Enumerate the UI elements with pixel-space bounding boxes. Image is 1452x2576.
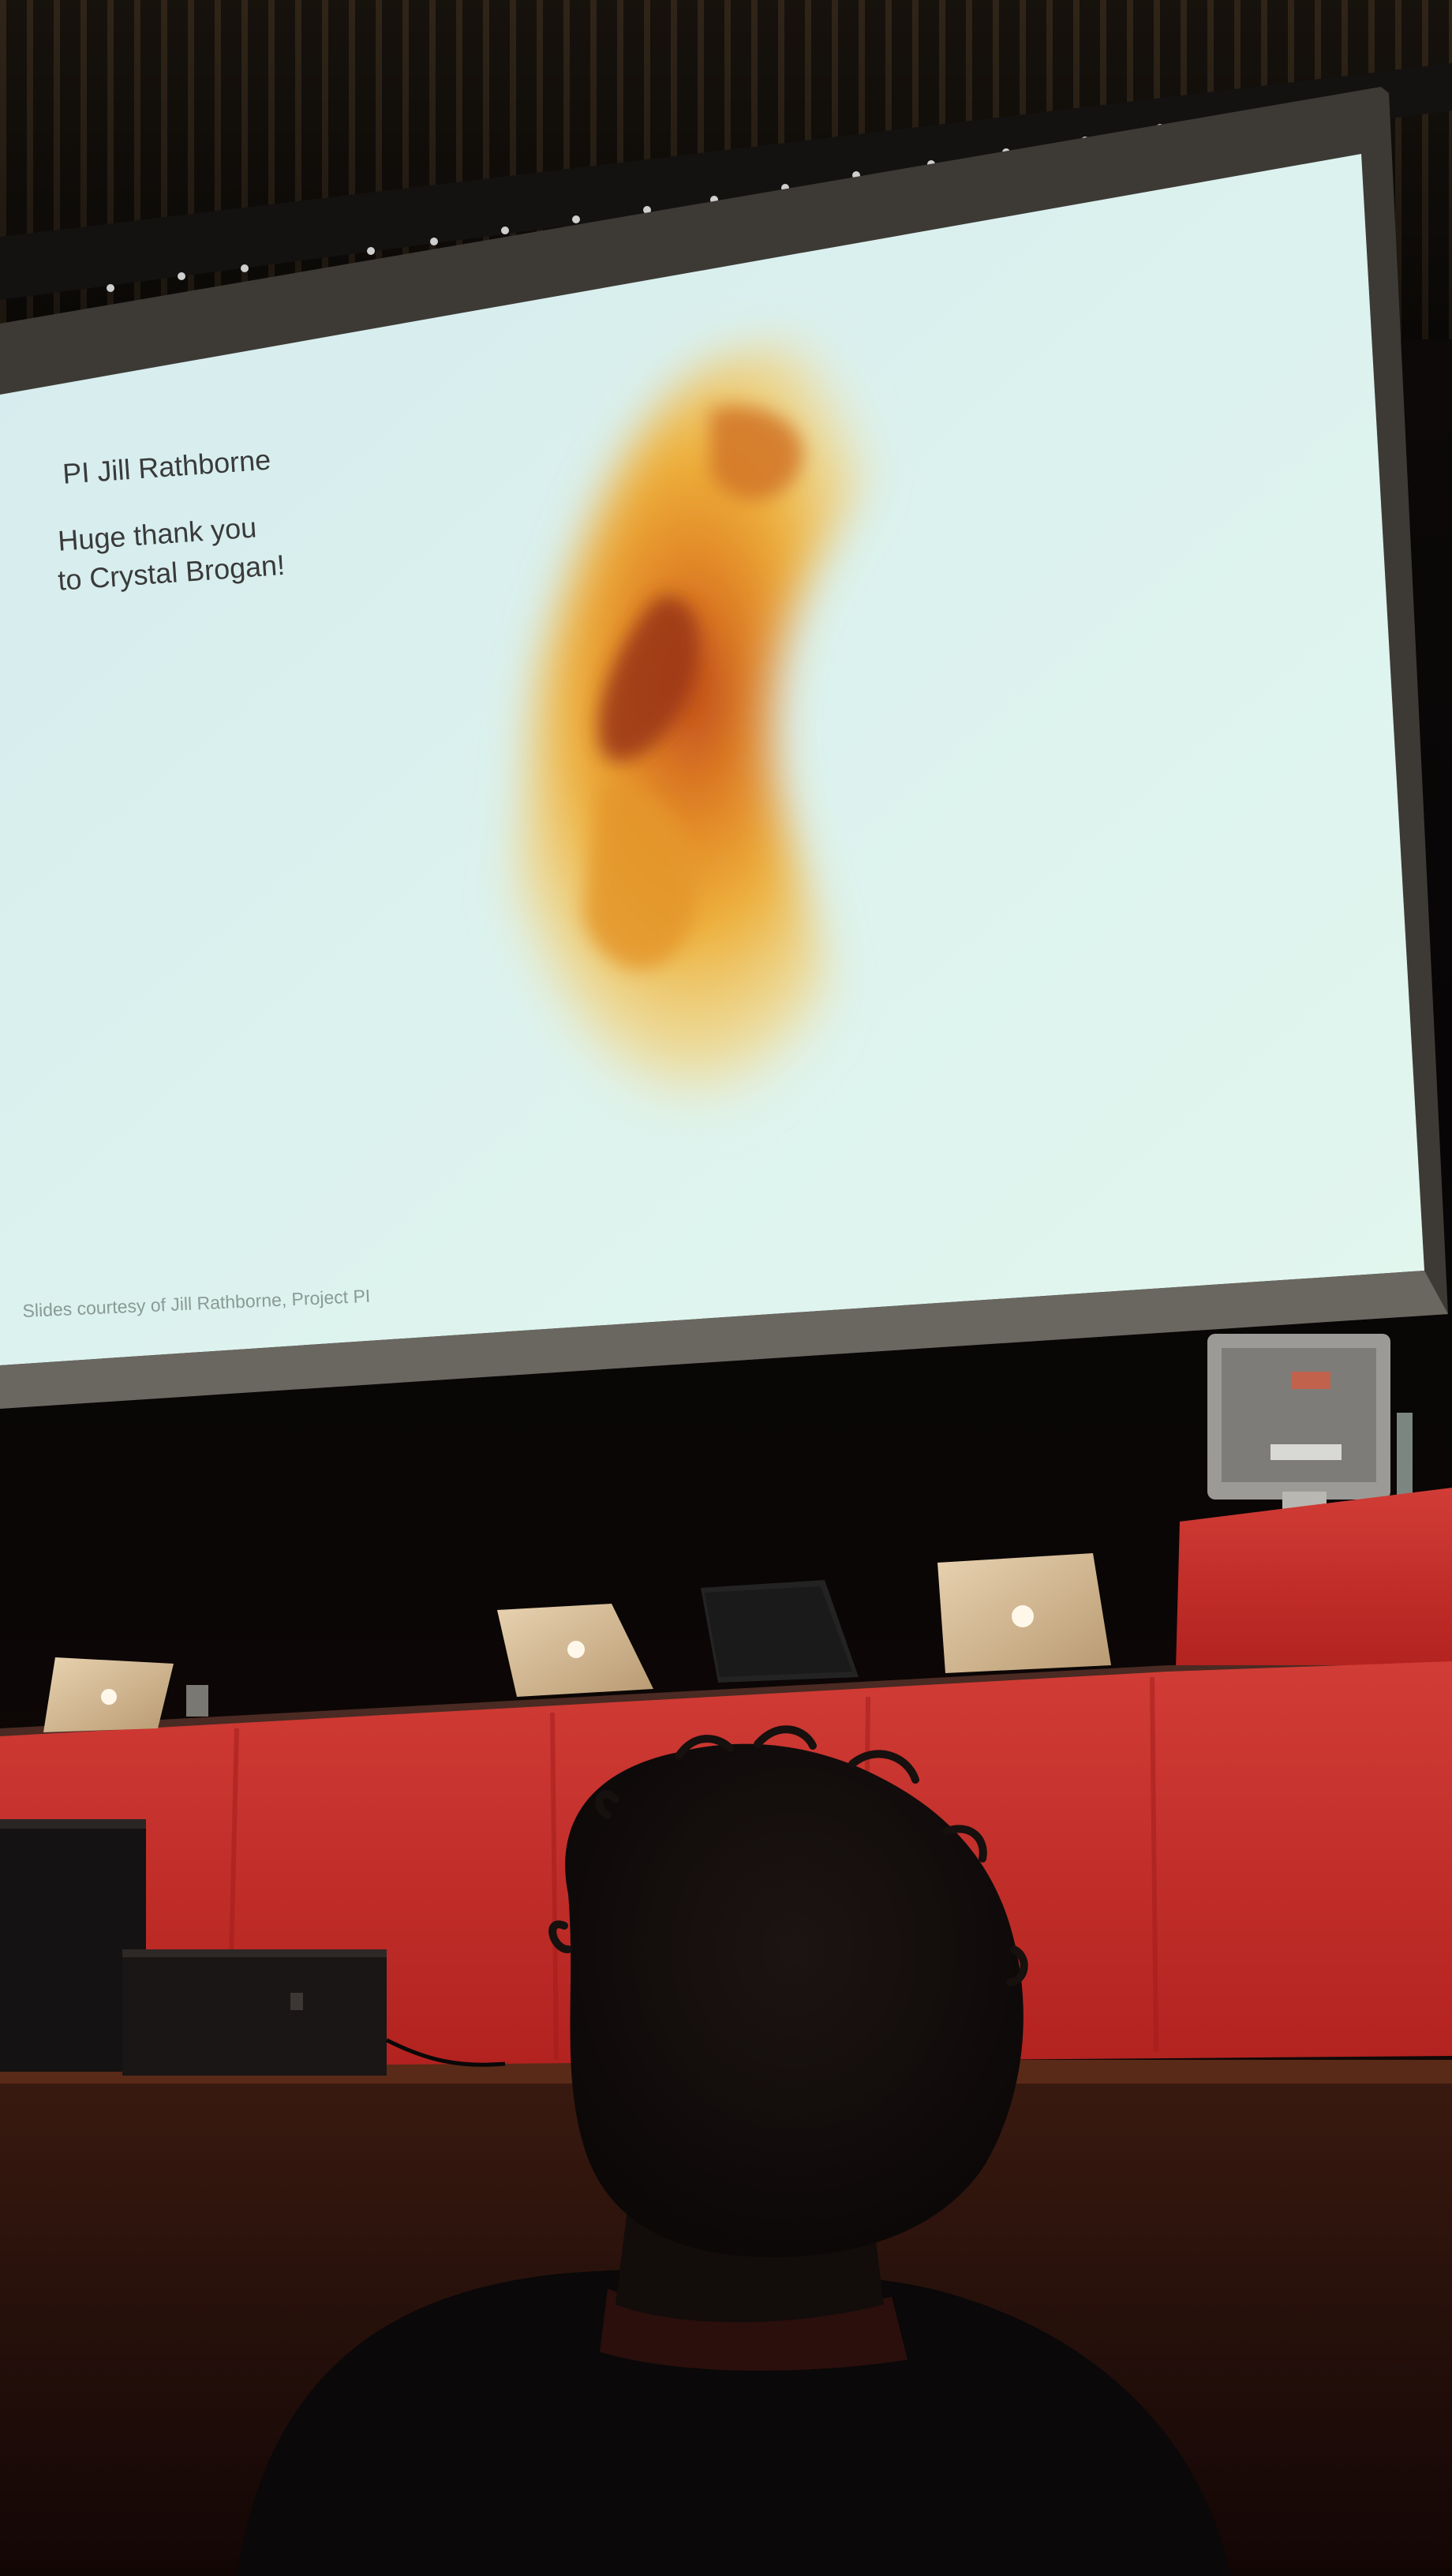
lighting-truss (0, 63, 1452, 300)
lectern-cloth (1176, 1488, 1452, 1669)
water-bottle (1397, 1413, 1413, 1500)
apple-laptop-center (497, 1604, 653, 1697)
stage-speaker-right (122, 1949, 387, 2076)
apple-laptop-left (43, 1657, 174, 1732)
monitor-back (1207, 1334, 1390, 1523)
apple-laptop-right (937, 1553, 1111, 1673)
stage-speaker-left (0, 1819, 146, 2072)
projection-screen (0, 87, 1448, 1409)
water-glass (186, 1685, 208, 1717)
black-laptop (701, 1580, 859, 1683)
